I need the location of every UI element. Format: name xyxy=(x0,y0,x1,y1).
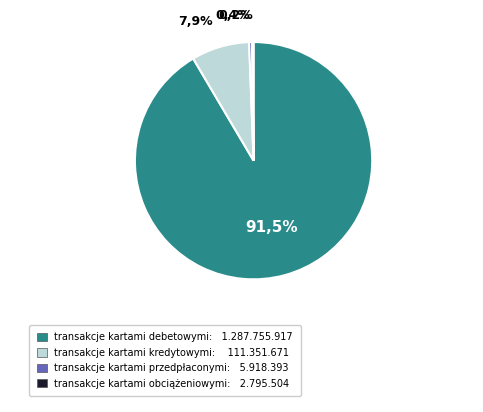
Text: 0,2%: 0,2% xyxy=(218,9,253,22)
Text: 0,4%: 0,4% xyxy=(215,9,250,23)
Legend: transakcje kartami debetowymi:   1.287.755.917, transakcje kartami kredytowymi: : transakcje kartami debetowymi: 1.287.755… xyxy=(29,325,301,396)
Text: 91,5%: 91,5% xyxy=(245,220,298,234)
Wedge shape xyxy=(252,42,254,161)
Text: 7,9%: 7,9% xyxy=(178,15,213,28)
Wedge shape xyxy=(249,42,254,161)
Wedge shape xyxy=(135,42,372,279)
Wedge shape xyxy=(193,42,254,161)
